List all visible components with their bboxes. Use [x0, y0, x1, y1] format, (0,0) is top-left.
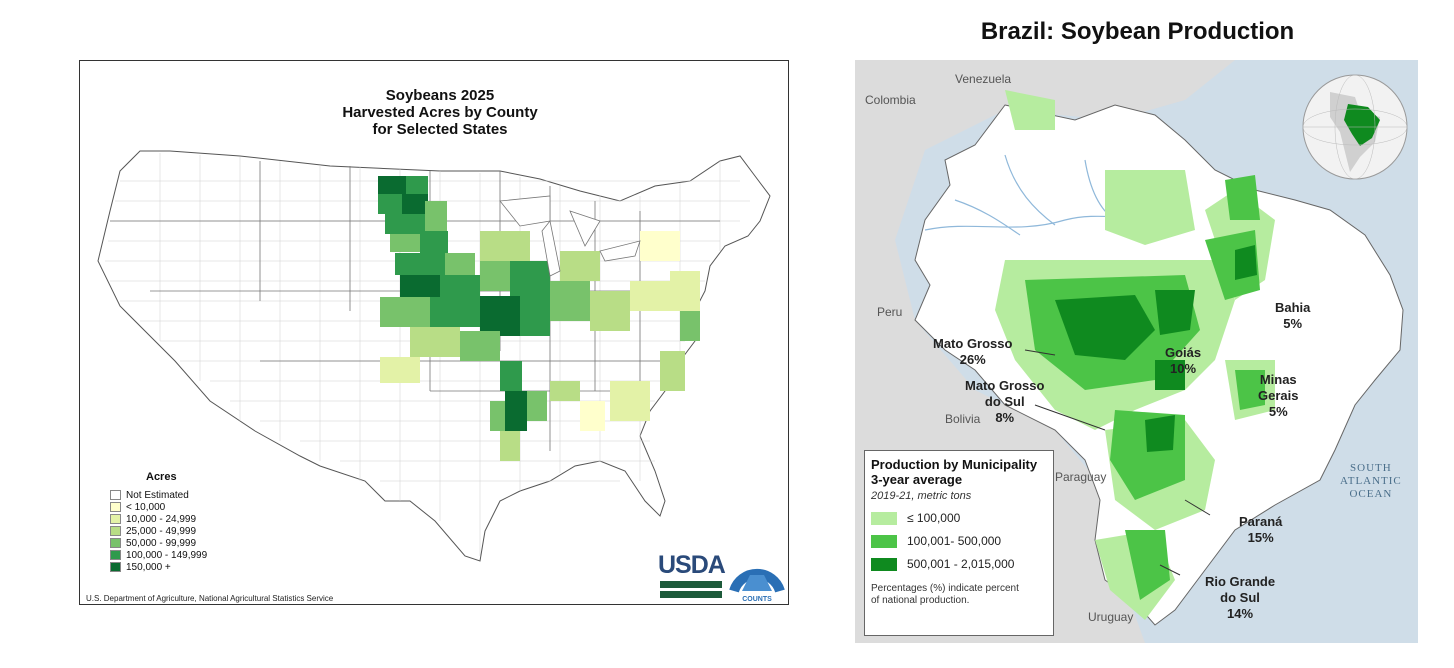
brazil-legend: Production by Municipality 3-year averag…: [864, 450, 1054, 636]
state-pct: 5%: [1283, 316, 1303, 331]
brazil-map-title: Brazil: Soybean Production: [980, 18, 1295, 45]
usa-title-line-1: Soybeans 2025: [385, 87, 495, 104]
state-pct: 10%: [1170, 361, 1197, 376]
usa-legend: Acres Not Estimated < 10,000 10,000 - 24…: [110, 471, 207, 573]
usa-title-line-2: Harvested Acres by County: [342, 104, 538, 121]
ocean-line-2: ATLANTIC: [1340, 475, 1402, 487]
globe-gridlines: [1302, 74, 1408, 180]
label-venezuela: Venezuela: [955, 72, 1012, 86]
usa-legend-swatch: [110, 490, 121, 500]
usa-legend-swatch: [110, 562, 121, 572]
leader-lines: [1024, 349, 1211, 576]
brazil-legend-item: 100,001- 500,000: [871, 534, 1047, 548]
state-pct: 5%: [1268, 404, 1288, 419]
state-name-line: Mato Grosso: [965, 378, 1045, 393]
state-pct: 8%: [995, 410, 1015, 425]
state-pct: 14%: [1227, 606, 1254, 621]
usa-legend-label: 25,000 - 49,999: [126, 525, 197, 537]
brazil-legend-title-2: 3-year average: [871, 472, 963, 487]
brazil-legend-label: 100,001- 500,000: [907, 534, 1002, 548]
usa-legend-title: Acres: [146, 471, 177, 483]
usa-legend-swatch: [110, 514, 121, 524]
label-uruguay: Uruguay: [1088, 610, 1134, 624]
state-name-line: Gerais: [1258, 388, 1299, 403]
usa-legend-swatch: [110, 538, 121, 548]
brazil-legend-title-1: Production by Municipality: [871, 457, 1038, 472]
state-pct: 15%: [1247, 530, 1274, 545]
usa-legend-item: 25,000 - 49,999: [110, 525, 207, 537]
usa-legend-item: 150,000 +: [110, 561, 207, 573]
great-lakes: [499, 195, 641, 277]
brazil-legend-item: ≤ 100,000: [871, 511, 1047, 525]
usda-logo: USDA: [658, 551, 726, 603]
usa-legend-swatch: [110, 502, 121, 512]
globe-brazil: [1344, 104, 1380, 146]
usa-legend-label: 100,000 - 149,999: [126, 549, 208, 561]
usda-logo-bar: [660, 581, 722, 588]
usa-legend-label: 150,000 +: [126, 561, 171, 573]
usa-title-line-3: for Selected States: [372, 121, 508, 138]
badge-field: [742, 575, 772, 591]
state-parana: Paraná 15%: [1239, 514, 1282, 546]
ocean-line-1: SOUTH: [1350, 462, 1392, 474]
state-goias: Goiás 10%: [1165, 345, 1201, 377]
badge-text-bottom: COUNTS: [742, 596, 772, 603]
state-mato-grosso: Mato Grosso 26%: [933, 336, 1012, 368]
usa-legend-item: < 10,000: [110, 501, 207, 513]
state-name: Mato Grosso: [933, 336, 1013, 351]
brazil-legend-swatch: [871, 534, 897, 548]
state-bahia: Bahia 5%: [1275, 300, 1310, 332]
soy-red-river: [378, 176, 448, 253]
agriculture-counts-badge: AGRICULTURE COUNTS: [729, 557, 785, 603]
usa-legend-label: 10,000 - 24,999: [126, 513, 197, 525]
usa-legend-item: 50,000 - 99,999: [110, 537, 207, 549]
state-name: Paraná: [1239, 514, 1283, 529]
usa-legend-item: 10,000 - 24,999: [110, 513, 207, 525]
usa-legend-swatch: [110, 526, 121, 536]
state-mato-grosso-do-sul: Mato Grosso do Sul 8%: [965, 378, 1044, 426]
brazil-legend-item: 500,001 - 2,015,000: [871, 557, 1047, 571]
usa-soybean-map: Soybeans 2025 Harvested Acres by County …: [79, 60, 789, 605]
label-bolivia: Bolivia: [945, 412, 981, 426]
usa-legend-label: 50,000 - 99,999: [126, 537, 197, 549]
brazil-soybean-map: Venezuela Colombia Peru Bolivia Paraguay…: [855, 60, 1418, 643]
state-name: Bahia: [1275, 300, 1311, 315]
usa-county-map: [97, 150, 771, 562]
brazil-legend-label: 500,001 - 2,015,000: [907, 557, 1015, 571]
soy-corn-belt: [380, 231, 700, 383]
brazil-legend-swatch: [871, 557, 897, 571]
usa-credit: U.S. Department of Agriculture, National…: [86, 594, 334, 603]
label-south-atlantic-ocean: SOUTH ATLANTIC OCEAN: [1340, 462, 1402, 501]
badge-arc: [729, 568, 785, 593]
state-name-line: Rio Grande: [1205, 574, 1276, 589]
state-rio-grande-do-sul: Rio Grande do Sul 14%: [1205, 574, 1275, 622]
usa-legend-item: 100,000 - 149,999: [110, 549, 207, 561]
label-colombia: Colombia: [865, 93, 916, 107]
state-name: Goiás: [1165, 345, 1202, 360]
usa-map-title: Soybeans 2025 Harvested Acres by County …: [270, 87, 610, 138]
usda-logo-bar: [660, 591, 722, 598]
usa-legend-swatch: [110, 550, 121, 560]
brazil-legend-swatch: [871, 511, 897, 525]
brazil-legend-subtitle: 2019-21, metric tons: [871, 490, 972, 502]
state-minas-gerais: Minas Gerais 5%: [1258, 372, 1298, 420]
state-name-line: do Sul: [984, 394, 1025, 409]
brazil-legend-note: Percentages (%) indicate percent of nati…: [871, 583, 1019, 606]
usda-logo-text: USDA: [658, 551, 726, 579]
usa-legend-item: Not Estimated: [110, 489, 207, 501]
soy-delta: [490, 351, 685, 461]
ocean-line-3: OCEAN: [1349, 488, 1393, 500]
state-pct: 26%: [959, 352, 986, 367]
production-high: [1055, 245, 1257, 452]
label-peru: Peru: [877, 305, 903, 319]
label-paraguay: Paraguay: [1055, 470, 1107, 484]
state-name-line: Minas: [1259, 372, 1297, 387]
brazil-legend-label: ≤ 100,000: [907, 511, 961, 525]
usa-legend-label: < 10,000: [126, 501, 166, 513]
state-name-line: do Sul: [1220, 590, 1260, 605]
usa-legend-label: Not Estimated: [126, 489, 189, 501]
badge-text-top: AGRICULTURE: [735, 557, 778, 563]
globe-inset: [1302, 74, 1408, 180]
